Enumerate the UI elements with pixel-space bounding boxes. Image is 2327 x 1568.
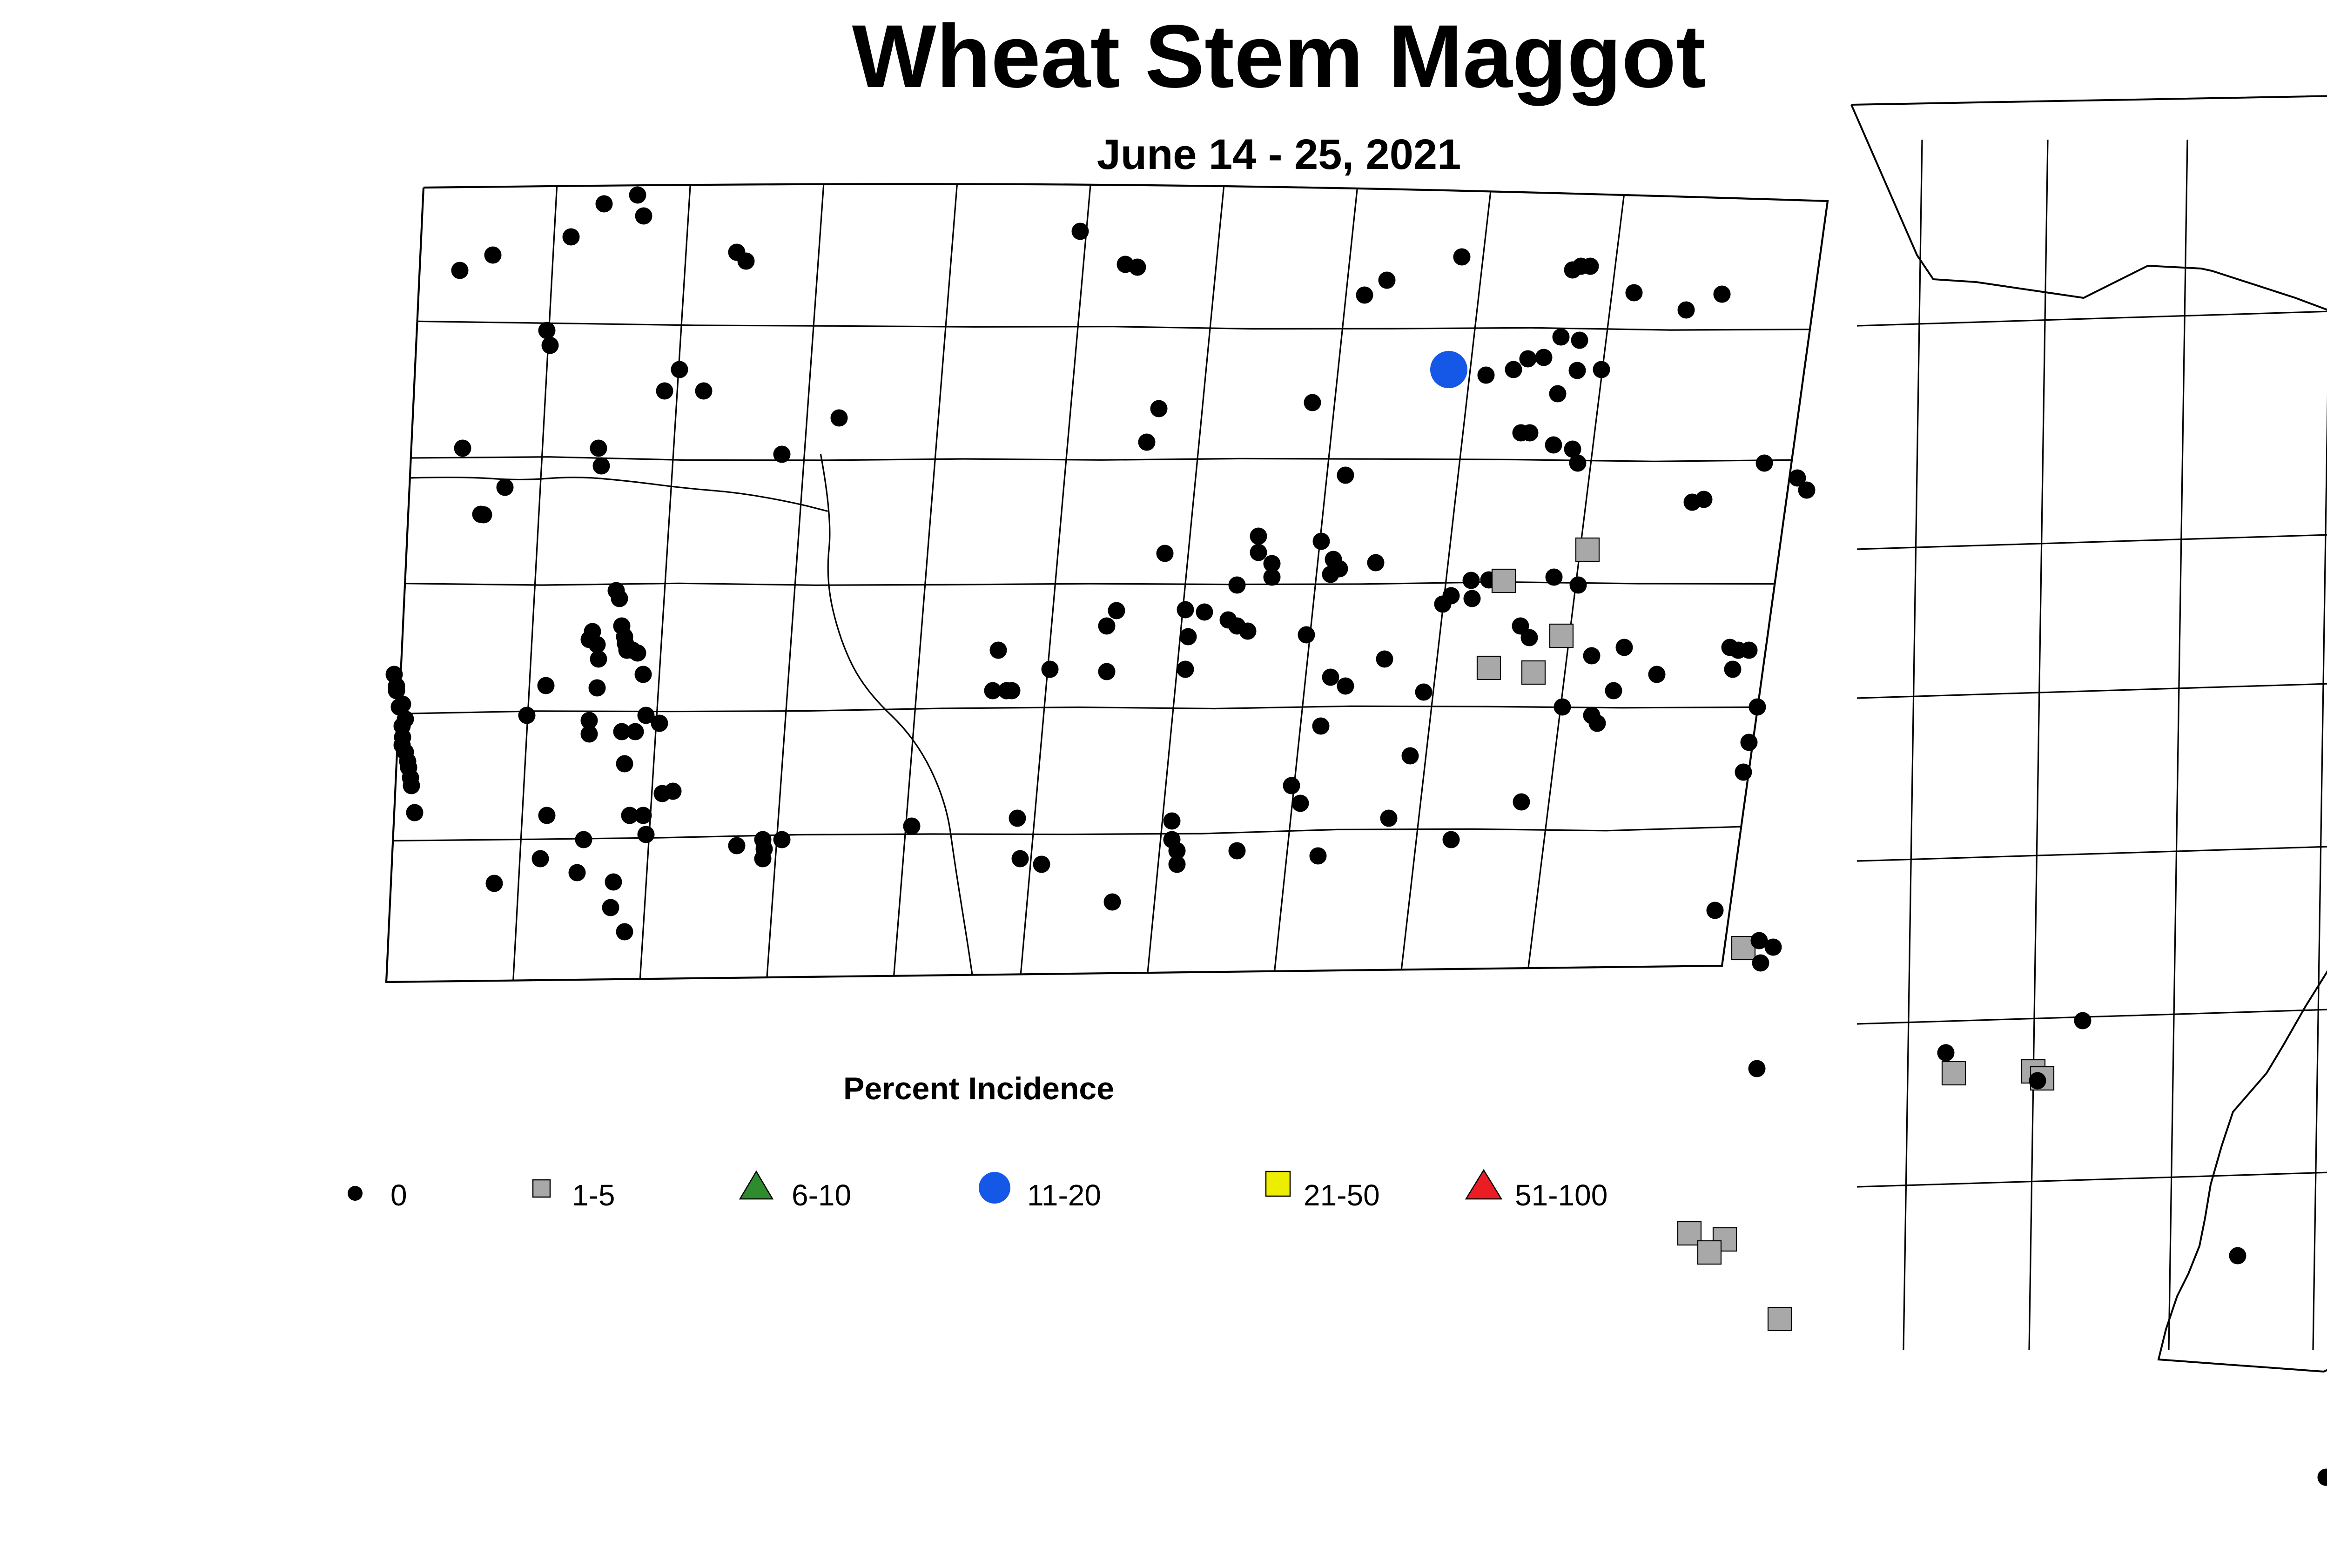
svg-text:11-20: 11-20 — [1027, 1178, 1101, 1212]
svg-text:51-100: 51-100 — [1515, 1178, 1607, 1212]
svg-text:6-10: 6-10 — [792, 1178, 851, 1212]
svg-text:0: 0 — [390, 1178, 407, 1212]
svg-text:21-50: 21-50 — [1304, 1178, 1380, 1212]
svg-text:1-5: 1-5 — [572, 1178, 615, 1212]
